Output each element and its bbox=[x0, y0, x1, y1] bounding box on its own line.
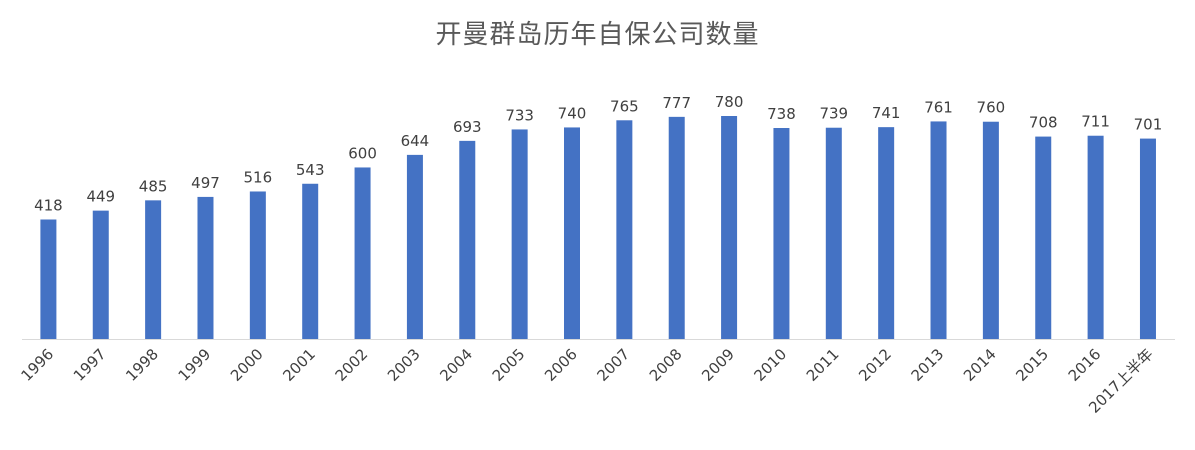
bar-2017上半年 bbox=[1139, 138, 1156, 339]
data-label-1999: 497 bbox=[191, 174, 220, 192]
x-tick-label-2014: 2014 bbox=[960, 345, 1000, 385]
bar-2008 bbox=[668, 116, 685, 339]
data-label-2003: 644 bbox=[401, 132, 430, 150]
bar-2013 bbox=[930, 121, 947, 340]
data-label-2014: 760 bbox=[977, 99, 1006, 117]
bar-1996 bbox=[40, 219, 57, 339]
data-label-2002: 600 bbox=[348, 144, 377, 162]
x-tick-label-2006: 2006 bbox=[541, 345, 581, 385]
x-tick-label-2003: 2003 bbox=[384, 345, 424, 385]
bar-2016 bbox=[1087, 135, 1104, 339]
bar-2009 bbox=[721, 116, 738, 339]
data-label-2016: 711 bbox=[1081, 113, 1110, 131]
x-tick-label-2004: 2004 bbox=[436, 345, 476, 385]
x-tick-label-2009: 2009 bbox=[698, 345, 738, 385]
x-tick-label-2015: 2015 bbox=[1012, 345, 1052, 385]
data-label-2011: 739 bbox=[819, 105, 848, 123]
bar-2011 bbox=[825, 127, 842, 339]
data-label-2010: 738 bbox=[767, 105, 796, 123]
x-tick-label-1996: 1996 bbox=[17, 345, 57, 385]
bar-2005 bbox=[511, 129, 528, 339]
x-tick-labels-layer: 1996 1997 1998 1999 2000 2001 2002 2003 2004 2005… bbox=[17, 345, 1156, 417]
data-label-2012: 741 bbox=[872, 104, 901, 122]
data-label-2004: 693 bbox=[453, 118, 482, 136]
x-tick-label-2012: 2012 bbox=[855, 345, 895, 385]
x-tick-label-2005: 2005 bbox=[489, 345, 529, 385]
data-label-1998: 485 bbox=[139, 177, 168, 195]
bar-2001 bbox=[302, 183, 319, 339]
data-label-2000: 516 bbox=[244, 168, 273, 186]
data-label-2009: 780 bbox=[715, 93, 744, 111]
bar-2000 bbox=[249, 191, 266, 339]
x-tick-label-2002: 2002 bbox=[332, 345, 372, 385]
data-label-2013: 761 bbox=[924, 98, 953, 116]
bar-2003 bbox=[406, 154, 423, 339]
x-tick-label-2008: 2008 bbox=[646, 345, 686, 385]
bar-2014 bbox=[982, 121, 999, 339]
x-tick-label-2007: 2007 bbox=[593, 345, 633, 385]
bar-2015 bbox=[1035, 136, 1052, 339]
data-label-2005: 733 bbox=[505, 106, 534, 124]
bar-1999 bbox=[197, 196, 214, 339]
bar-2006 bbox=[564, 127, 580, 339]
bar-2004 bbox=[459, 140, 476, 339]
data-label-2015: 708 bbox=[1029, 114, 1058, 132]
chart-title: 开曼群岛历年自保公司数量 bbox=[435, 20, 760, 50]
bar-1998 bbox=[145, 200, 162, 339]
data-label-1997: 449 bbox=[86, 188, 115, 206]
data-label-1996: 418 bbox=[34, 196, 63, 214]
x-tick-label-1999: 1999 bbox=[175, 345, 215, 385]
data-label-2007: 765 bbox=[610, 97, 639, 115]
data-labels-layer: 418 449 485 497 516 543 600 644 693 733 740 765 777 7… bbox=[34, 93, 1162, 214]
bar-1997 bbox=[92, 210, 109, 339]
x-tick-label-2000: 2000 bbox=[227, 345, 267, 385]
bars-layer bbox=[40, 116, 1156, 340]
x-tick-label-2016: 2016 bbox=[1065, 345, 1105, 385]
x-tick-label-2011: 2011 bbox=[803, 345, 843, 385]
x-tick-label-1998: 1998 bbox=[122, 345, 162, 385]
data-label-2006: 740 bbox=[558, 104, 587, 122]
bar-2002 bbox=[354, 167, 371, 339]
data-label-2001: 543 bbox=[296, 161, 325, 179]
x-tick-label-2010: 2010 bbox=[751, 345, 791, 385]
x-tick-label-2001: 2001 bbox=[279, 345, 319, 385]
x-tick-label-1997: 1997 bbox=[70, 345, 110, 385]
bar-2012 bbox=[878, 127, 895, 340]
x-tick-label-2013: 2013 bbox=[908, 345, 948, 385]
bar-2007 bbox=[616, 120, 633, 339]
data-label-2017上半年: 701 bbox=[1134, 116, 1163, 134]
data-label-2008: 777 bbox=[662, 94, 691, 112]
bar-2010 bbox=[773, 128, 790, 339]
